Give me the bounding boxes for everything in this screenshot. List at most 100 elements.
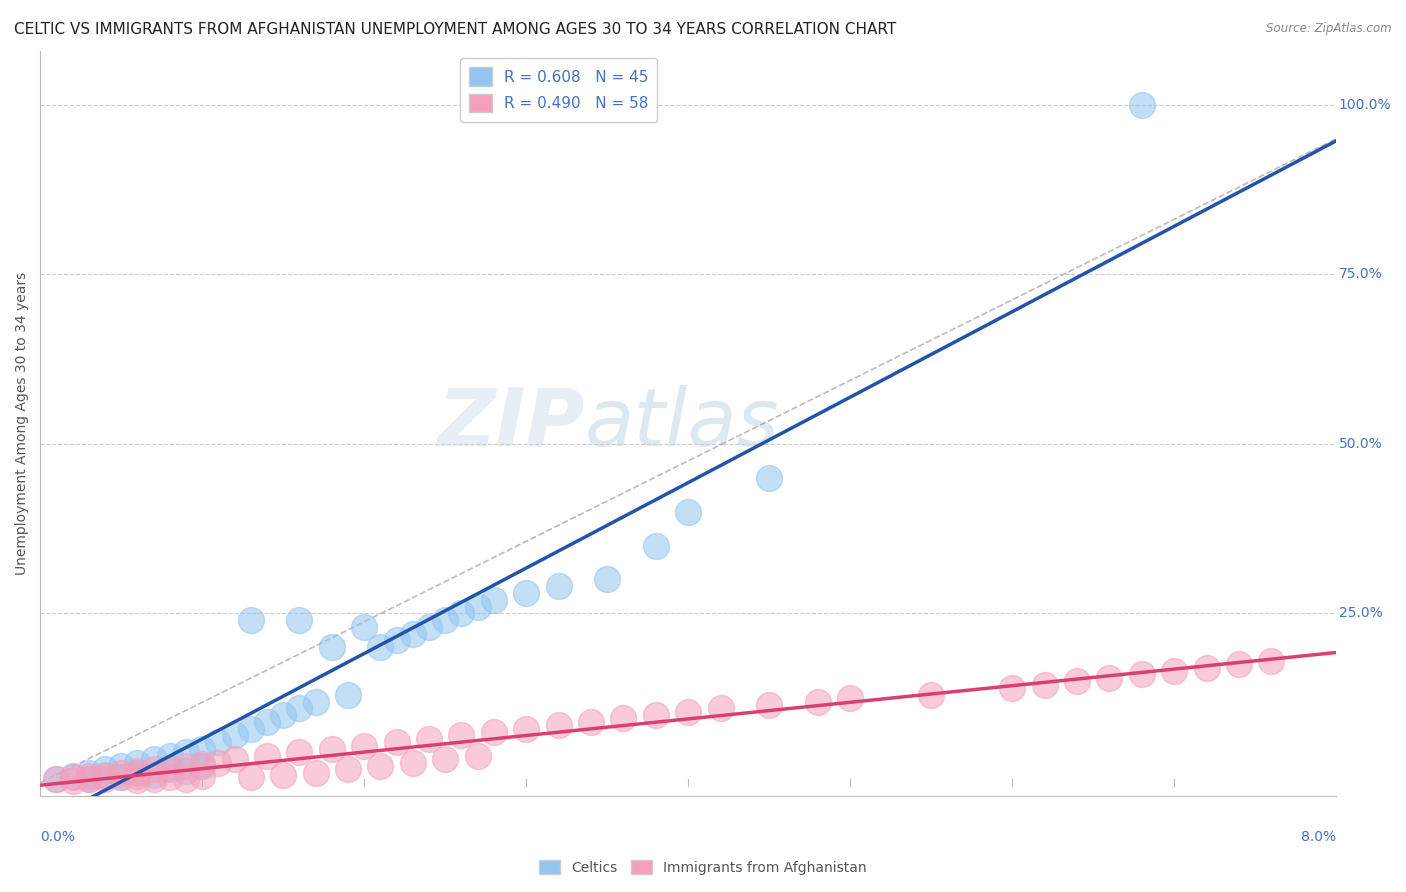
Point bbox=[434, 613, 457, 627]
Legend: Celtics, Immigrants from Afghanistan: Celtics, Immigrants from Afghanistan bbox=[534, 855, 872, 880]
Point bbox=[94, 762, 117, 776]
Point bbox=[450, 728, 472, 742]
Text: 75.0%: 75.0% bbox=[1339, 268, 1382, 281]
Point bbox=[77, 772, 100, 787]
Text: Source: ZipAtlas.com: Source: ZipAtlas.com bbox=[1267, 22, 1392, 36]
Point bbox=[159, 748, 181, 763]
Point bbox=[353, 739, 375, 753]
Point bbox=[1195, 660, 1218, 674]
Point bbox=[1033, 677, 1056, 691]
Point bbox=[385, 735, 408, 749]
Point bbox=[450, 607, 472, 621]
Point bbox=[62, 773, 84, 788]
Point bbox=[191, 769, 214, 783]
Point bbox=[515, 722, 537, 736]
Point bbox=[321, 640, 343, 655]
Point bbox=[321, 742, 343, 756]
Point bbox=[1066, 674, 1088, 689]
Point bbox=[920, 688, 942, 702]
Point bbox=[579, 714, 602, 729]
Point bbox=[482, 725, 505, 739]
Point bbox=[239, 722, 262, 736]
Point bbox=[385, 633, 408, 648]
Point bbox=[370, 640, 392, 655]
Point bbox=[62, 771, 84, 785]
Text: 100.0%: 100.0% bbox=[1339, 98, 1392, 112]
Point bbox=[127, 773, 149, 788]
Point bbox=[288, 613, 311, 627]
Point bbox=[142, 752, 165, 766]
Y-axis label: Unemployment Among Ages 30 to 34 years: Unemployment Among Ages 30 to 34 years bbox=[15, 272, 30, 575]
Point bbox=[94, 768, 117, 782]
Point bbox=[110, 771, 132, 785]
Point bbox=[127, 756, 149, 770]
Point bbox=[191, 756, 214, 771]
Point bbox=[612, 711, 634, 725]
Text: atlas: atlas bbox=[585, 384, 779, 463]
Point bbox=[418, 731, 440, 746]
Point bbox=[224, 752, 246, 766]
Point bbox=[256, 714, 278, 729]
Point bbox=[174, 772, 197, 787]
Point bbox=[418, 620, 440, 634]
Point bbox=[142, 772, 165, 786]
Point bbox=[467, 748, 489, 763]
Point bbox=[547, 579, 569, 593]
Point bbox=[45, 772, 67, 787]
Point bbox=[1130, 98, 1153, 112]
Point bbox=[304, 765, 326, 780]
Point bbox=[482, 592, 505, 607]
Point bbox=[207, 735, 229, 749]
Point bbox=[288, 745, 311, 759]
Point bbox=[644, 708, 666, 723]
Point bbox=[1130, 667, 1153, 681]
Point bbox=[62, 769, 84, 783]
Point bbox=[159, 762, 181, 776]
Point bbox=[353, 620, 375, 634]
Point bbox=[239, 613, 262, 627]
Point bbox=[174, 745, 197, 759]
Point bbox=[110, 765, 132, 780]
Point bbox=[45, 772, 67, 787]
Point bbox=[402, 756, 425, 770]
Point bbox=[174, 759, 197, 773]
Point bbox=[515, 586, 537, 600]
Point bbox=[77, 769, 100, 783]
Point bbox=[644, 539, 666, 553]
Point bbox=[191, 742, 214, 756]
Point bbox=[807, 694, 830, 708]
Point bbox=[224, 728, 246, 742]
Point bbox=[159, 761, 181, 775]
Point bbox=[142, 768, 165, 782]
Text: CELTIC VS IMMIGRANTS FROM AFGHANISTAN UNEMPLOYMENT AMONG AGES 30 TO 34 YEARS COR: CELTIC VS IMMIGRANTS FROM AFGHANISTAN UN… bbox=[14, 22, 896, 37]
Text: 25.0%: 25.0% bbox=[1339, 607, 1382, 620]
Point bbox=[256, 748, 278, 763]
Point bbox=[434, 752, 457, 766]
Point bbox=[127, 765, 149, 780]
Point bbox=[127, 764, 149, 778]
Point bbox=[271, 708, 294, 723]
Text: 0.0%: 0.0% bbox=[41, 830, 75, 844]
Legend: R = 0.608   N = 45, R = 0.490   N = 58: R = 0.608 N = 45, R = 0.490 N = 58 bbox=[460, 58, 658, 121]
Point bbox=[142, 762, 165, 776]
Point bbox=[1098, 671, 1121, 685]
Point bbox=[174, 764, 197, 778]
Point bbox=[127, 769, 149, 783]
Text: 50.0%: 50.0% bbox=[1339, 437, 1382, 450]
Point bbox=[676, 705, 699, 719]
Point bbox=[1260, 654, 1282, 668]
Point bbox=[839, 691, 862, 706]
Point bbox=[271, 768, 294, 782]
Point bbox=[77, 772, 100, 787]
Point bbox=[402, 626, 425, 640]
Text: 8.0%: 8.0% bbox=[1301, 830, 1336, 844]
Point bbox=[1227, 657, 1250, 672]
Point bbox=[207, 756, 229, 770]
Point bbox=[159, 770, 181, 784]
Point bbox=[336, 688, 359, 702]
Point bbox=[94, 772, 117, 786]
Text: ZIP: ZIP bbox=[437, 384, 585, 463]
Point bbox=[110, 759, 132, 773]
Point bbox=[288, 701, 311, 715]
Point bbox=[336, 762, 359, 776]
